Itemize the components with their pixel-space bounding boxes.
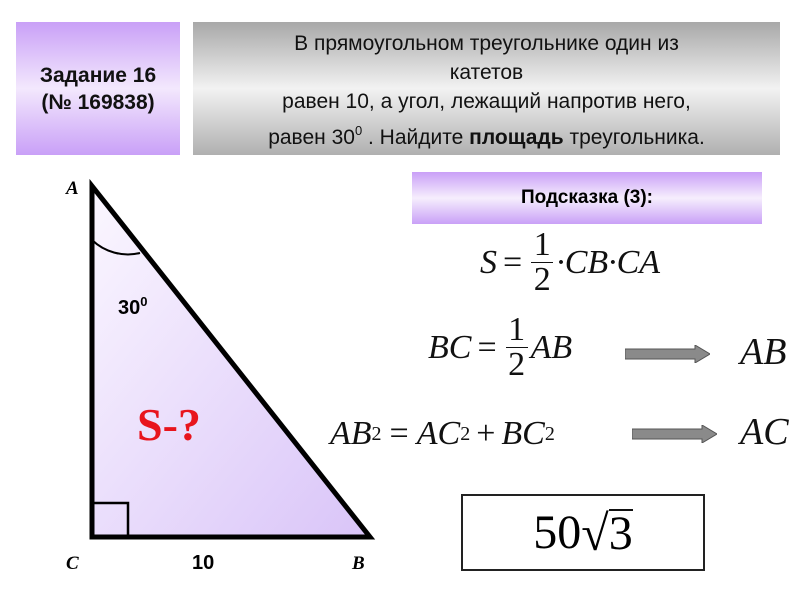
- statement-line: равен 300 . Найдите площадь треугольника…: [268, 123, 705, 149]
- angle-arc: [91, 239, 141, 256]
- hint-label: Подсказка (3):: [520, 187, 654, 208]
- arrow-right-icon: [632, 425, 717, 443]
- triangle-abc: [89, 178, 376, 540]
- area-question: S-?: [137, 399, 201, 450]
- task-number-box: Задание 16 (№ 169838): [16, 22, 180, 155]
- statement-line: катетов: [449, 61, 524, 84]
- answer-box: 50 √ 3: [461, 494, 705, 571]
- right-angle-mark: [90, 501, 130, 539]
- result-ac: AC: [740, 411, 789, 453]
- vertex-b-label: B: [352, 553, 365, 574]
- task-title: Задание 16: [39, 63, 157, 87]
- problem-statement: В прямоугольном треугольнике один из кат…: [193, 22, 780, 155]
- task-id: (№ 169838): [41, 90, 155, 114]
- vertex-c-label: C: [66, 553, 79, 574]
- hint-header: Подсказка (3):: [412, 172, 762, 224]
- answer-coefficient: 50: [533, 506, 582, 559]
- formula-pythagoras: AB 2 = AC 2 + BC 2: [330, 415, 555, 452]
- statement-line: В прямоугольном треугольнике один из: [294, 32, 679, 55]
- angle-label: 300: [118, 294, 148, 319]
- vertex-a-label: A: [66, 178, 79, 199]
- answer-radicand: 3: [608, 506, 633, 560]
- result-ab: AB: [740, 331, 787, 373]
- statement-line: равен 10, а угол, лежащий напротив него,: [282, 90, 691, 113]
- arrow-right-icon: [625, 345, 710, 363]
- side-length-label: 10: [192, 552, 215, 574]
